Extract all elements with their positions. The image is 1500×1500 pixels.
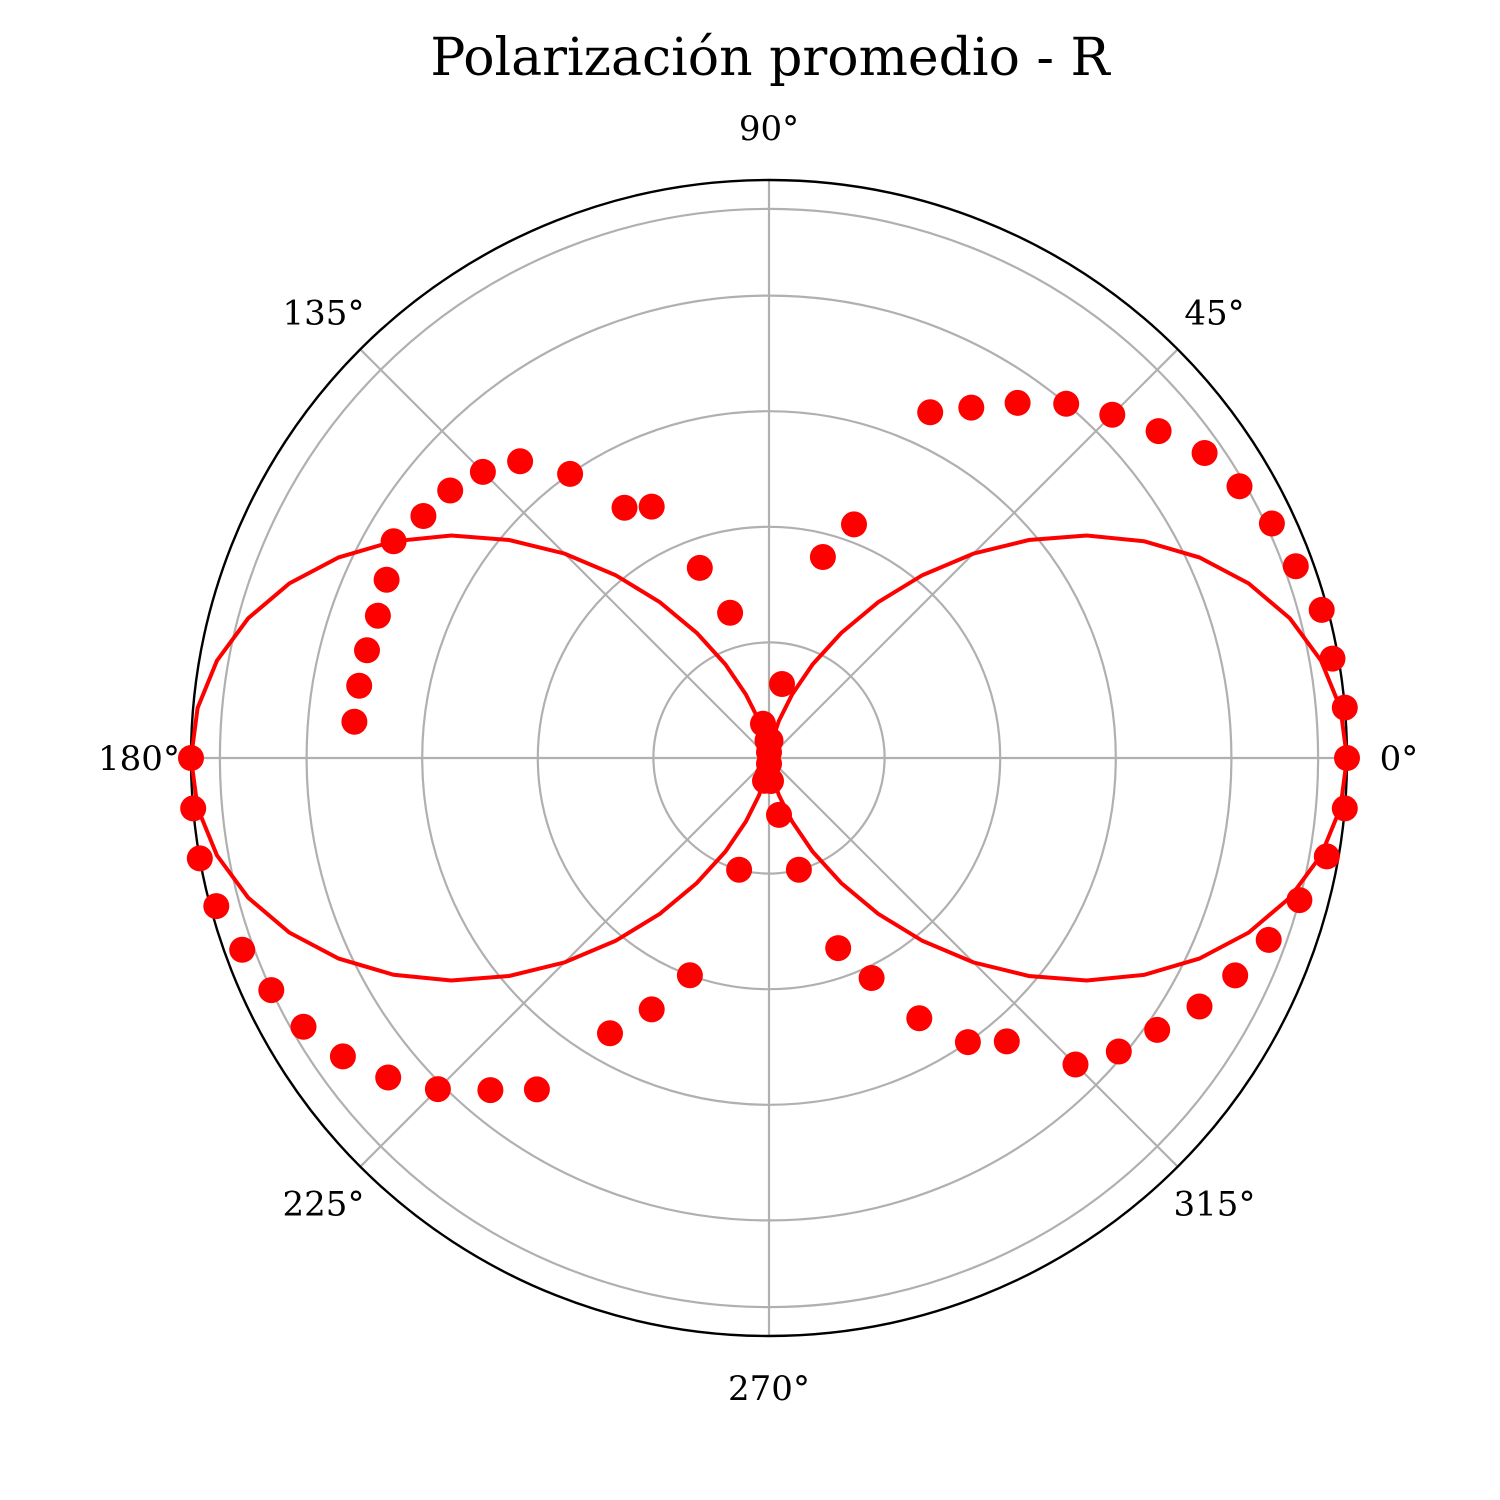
data-point	[597, 1020, 623, 1047]
data-point	[638, 493, 665, 520]
data-point	[1145, 418, 1172, 445]
data-point	[329, 1043, 356, 1070]
data-point	[1053, 390, 1080, 417]
data-point	[1282, 553, 1309, 580]
data-point	[1286, 887, 1313, 914]
data-point	[809, 544, 836, 570]
data-point	[180, 795, 207, 822]
data-point	[758, 768, 784, 794]
data-point	[290, 1013, 317, 1040]
data-point	[638, 996, 665, 1023]
angle-tick-label: 270°	[728, 1369, 810, 1409]
data-point	[1144, 1016, 1171, 1043]
data-point	[858, 965, 885, 991]
data-point	[424, 1076, 451, 1103]
data-point	[726, 856, 753, 883]
data-point	[954, 1029, 981, 1056]
data-point	[477, 1077, 504, 1104]
data-point	[766, 801, 792, 828]
data-point	[1099, 401, 1126, 428]
angle-tick-label: 45°	[1184, 294, 1244, 334]
data-point	[1226, 473, 1253, 500]
angle-tick-label: 135°	[283, 294, 365, 334]
angle-tick-label: 0°	[1380, 739, 1419, 779]
data-point	[993, 1028, 1020, 1055]
data-point	[178, 745, 204, 771]
data-point	[906, 1005, 933, 1032]
data-point	[785, 856, 812, 883]
data-point	[1255, 926, 1282, 953]
data-point	[1258, 510, 1285, 537]
data-point	[1319, 645, 1346, 672]
data-point	[1062, 1051, 1089, 1078]
data-point	[523, 1076, 550, 1103]
data-point	[380, 528, 407, 555]
data-point	[373, 566, 400, 593]
data-point	[1331, 795, 1358, 822]
data-point	[354, 637, 380, 664]
data-point	[507, 448, 534, 475]
data-point	[917, 399, 944, 426]
angle-tick-labels: 0° 45° 90° 135° 180° 225° 270° 315°	[98, 109, 1418, 1409]
data-point	[825, 935, 852, 962]
data-point	[750, 710, 776, 737]
data-point	[1334, 745, 1360, 771]
data-point	[769, 671, 795, 697]
data-point	[557, 460, 584, 487]
data-point	[258, 977, 285, 1004]
data-point	[1186, 993, 1213, 1020]
data-point	[1105, 1038, 1132, 1065]
chart-title: Polarización promedio - R	[430, 28, 1111, 88]
data-point	[375, 1064, 402, 1091]
data-point	[1222, 962, 1249, 989]
data-points-layer	[178, 389, 1360, 1104]
data-point	[437, 477, 464, 504]
angle-tick-label: 180°	[98, 739, 180, 779]
data-point	[346, 672, 373, 699]
data-point	[717, 599, 744, 626]
data-point	[1331, 694, 1358, 721]
data-point	[203, 893, 230, 920]
data-point	[341, 708, 368, 735]
data-point	[611, 494, 638, 521]
data-point	[229, 936, 256, 963]
data-point	[364, 602, 391, 629]
angle-tick-label: 315°	[1174, 1185, 1256, 1225]
data-point	[676, 962, 703, 989]
data-point	[410, 503, 437, 529]
data-point	[469, 458, 496, 485]
data-point	[958, 394, 985, 421]
data-point	[1308, 596, 1335, 623]
angle-tick-label: 225°	[283, 1185, 365, 1225]
data-point	[1004, 389, 1031, 416]
angle-tick-label: 90°	[739, 109, 799, 149]
data-point	[1313, 843, 1340, 870]
data-point	[686, 554, 713, 581]
data-point	[841, 511, 867, 538]
data-point	[186, 845, 213, 872]
data-point	[1191, 440, 1218, 466]
